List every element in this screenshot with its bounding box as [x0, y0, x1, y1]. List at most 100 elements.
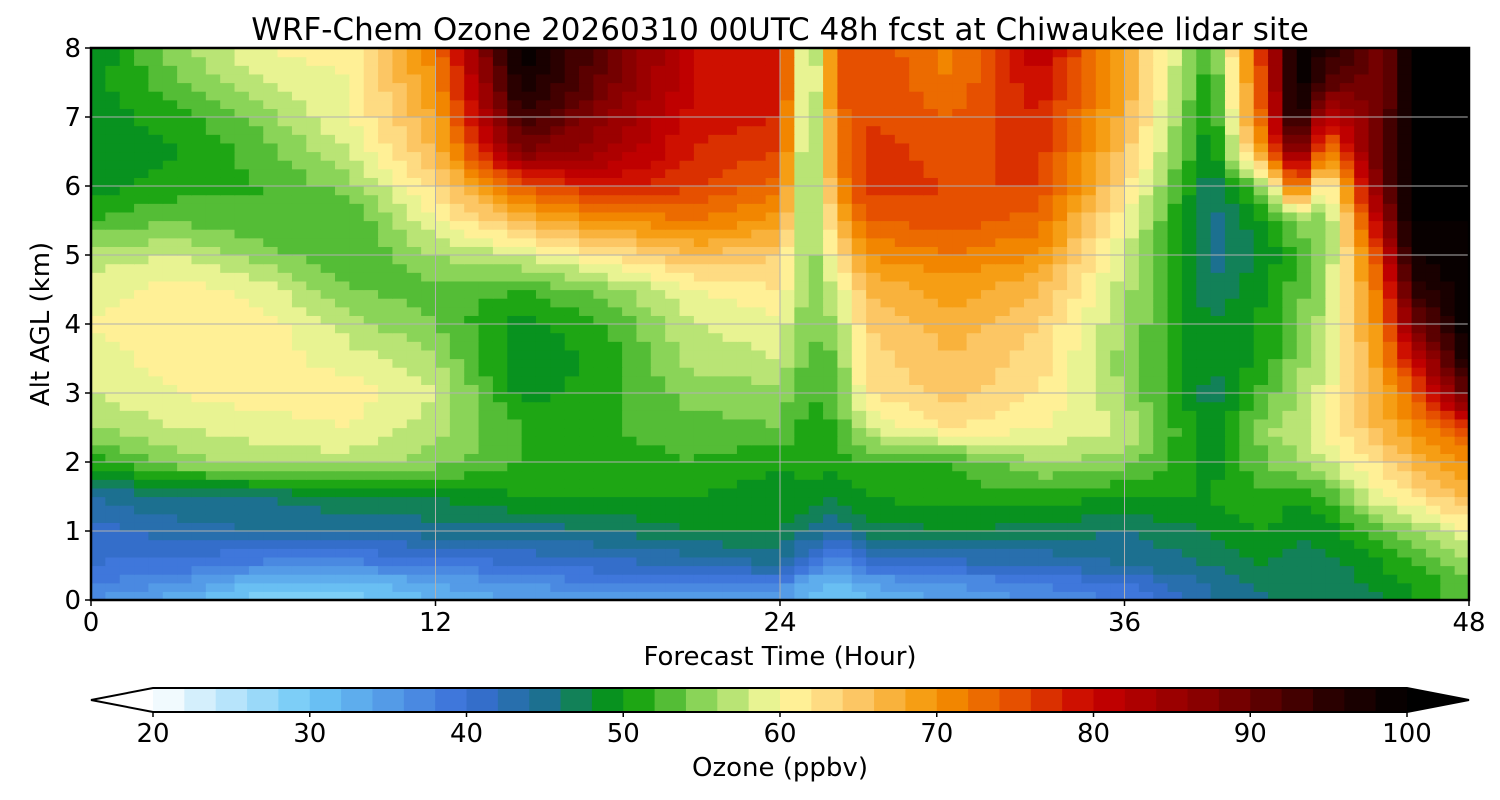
heatmap-cell: [909, 418, 925, 429]
heatmap-cell: [923, 556, 939, 567]
heatmap-cell: [177, 591, 193, 600]
heatmap-cell: [464, 539, 480, 549]
heatmap-cell: [765, 220, 781, 230]
heatmap-cell: [392, 203, 408, 213]
heatmap-cell: [306, 324, 322, 334]
heatmap-cell: [1153, 168, 1169, 178]
heatmap-cell: [650, 531, 666, 541]
heatmap-cell: [851, 229, 867, 239]
heatmap-cell: [593, 280, 609, 291]
heatmap-cell: [1268, 522, 1283, 532]
heatmap-cell: [823, 255, 839, 265]
heatmap-cell: [306, 496, 322, 506]
heatmap-cell: [1339, 367, 1355, 377]
heatmap-cell: [1382, 306, 1398, 316]
heatmap-cell: [736, 280, 752, 291]
heatmap-cell: [1440, 315, 1456, 325]
heatmap-cell: [1224, 168, 1240, 178]
heatmap-cell: [1167, 367, 1183, 377]
heatmap-cell: [1354, 548, 1370, 558]
heatmap-cell: [220, 591, 236, 600]
heatmap-cell: [392, 565, 408, 575]
heatmap-cell: [406, 565, 422, 575]
heatmap-cell: [1138, 289, 1154, 299]
heatmap-cell: [1239, 453, 1255, 463]
heatmap-cell: [363, 522, 379, 532]
heatmap-cell: [1196, 306, 1212, 316]
heatmap-cell: [435, 453, 451, 463]
heatmap-cell: [449, 315, 465, 325]
heatmap-cell: [1339, 418, 1355, 429]
heatmap-cell: [1138, 263, 1154, 273]
heatmap-cell: [105, 418, 121, 429]
heatmap-cell: [909, 522, 925, 532]
heatmap-cell: [995, 280, 1011, 291]
heatmap-cell: [665, 505, 681, 515]
heatmap-cell: [593, 410, 609, 420]
heatmap-cell: [579, 358, 594, 368]
heatmap-cell: [837, 470, 853, 480]
heatmap-cell: [306, 487, 322, 498]
heatmap-cell: [1253, 315, 1269, 325]
heatmap-cell: [134, 142, 150, 153]
heatmap-cell: [1095, 255, 1111, 265]
heatmap-cell: [507, 444, 523, 454]
heatmap-cell: [579, 522, 594, 532]
heatmap-cell: [550, 168, 566, 178]
heatmap-cell: [937, 151, 953, 161]
heatmap-cell: [1311, 436, 1327, 446]
heatmap-cell: [708, 375, 724, 385]
heatmap-cell: [535, 522, 551, 532]
heatmap-cell: [1052, 237, 1068, 247]
heatmap-cell: [1253, 177, 1269, 187]
heatmap-cell: [593, 315, 609, 325]
heatmap-cell: [234, 582, 250, 592]
heatmap-cell: [679, 367, 695, 377]
heatmap-cell: [751, 255, 767, 265]
heatmap-cell: [1354, 513, 1370, 523]
heatmap-cell: [736, 272, 752, 282]
heatmap-cell: [1296, 194, 1312, 204]
heatmap-cell: [105, 401, 121, 411]
heatmap-cell: [478, 591, 494, 600]
heatmap-cell: [119, 142, 135, 153]
heatmap-cell: [263, 505, 279, 515]
heatmap-cell: [923, 436, 939, 446]
heatmap-cell: [923, 160, 939, 170]
heatmap-cell: [263, 211, 279, 222]
heatmap-cell: [535, 332, 551, 342]
heatmap-cell: [1095, 168, 1111, 178]
heatmap-cell: [1425, 462, 1441, 472]
heatmap-cell: [995, 177, 1011, 187]
heatmap-cell: [1081, 211, 1097, 222]
heatmap-cell: [1110, 229, 1126, 239]
heatmap-cell: [1138, 298, 1154, 308]
heatmap-cell: [593, 375, 609, 385]
heatmap-cell: [1454, 470, 1469, 480]
heatmap-cell: [306, 298, 322, 308]
heatmap-cell: [1239, 168, 1255, 178]
heatmap-cell: [1368, 453, 1384, 463]
heatmap-cell: [335, 444, 350, 454]
heatmap-cell: [248, 255, 264, 265]
heatmap-cell: [579, 453, 594, 463]
heatmap-cell: [435, 548, 451, 558]
heatmap-cell: [1153, 427, 1169, 437]
heatmap-cell: [665, 513, 681, 523]
heatmap-cell: [923, 272, 939, 282]
heatmap-cell: [378, 203, 394, 213]
heatmap-cell: [909, 375, 925, 385]
heatmap-cell: [320, 393, 336, 403]
heatmap-cell: [952, 375, 968, 385]
heatmap-cell: [708, 177, 724, 187]
heatmap-cell: [966, 203, 982, 213]
heatmap-cell: [1038, 272, 1054, 282]
heatmap-cell: [492, 393, 508, 403]
heatmap-cell: [579, 186, 594, 196]
heatmap-cell: [1296, 393, 1312, 403]
heatmap-cell: [579, 582, 594, 592]
heatmap-cell: [1181, 453, 1197, 463]
heatmap-cell: [234, 393, 250, 403]
heatmap-cell: [794, 393, 810, 403]
heatmap-cell: [794, 168, 810, 178]
